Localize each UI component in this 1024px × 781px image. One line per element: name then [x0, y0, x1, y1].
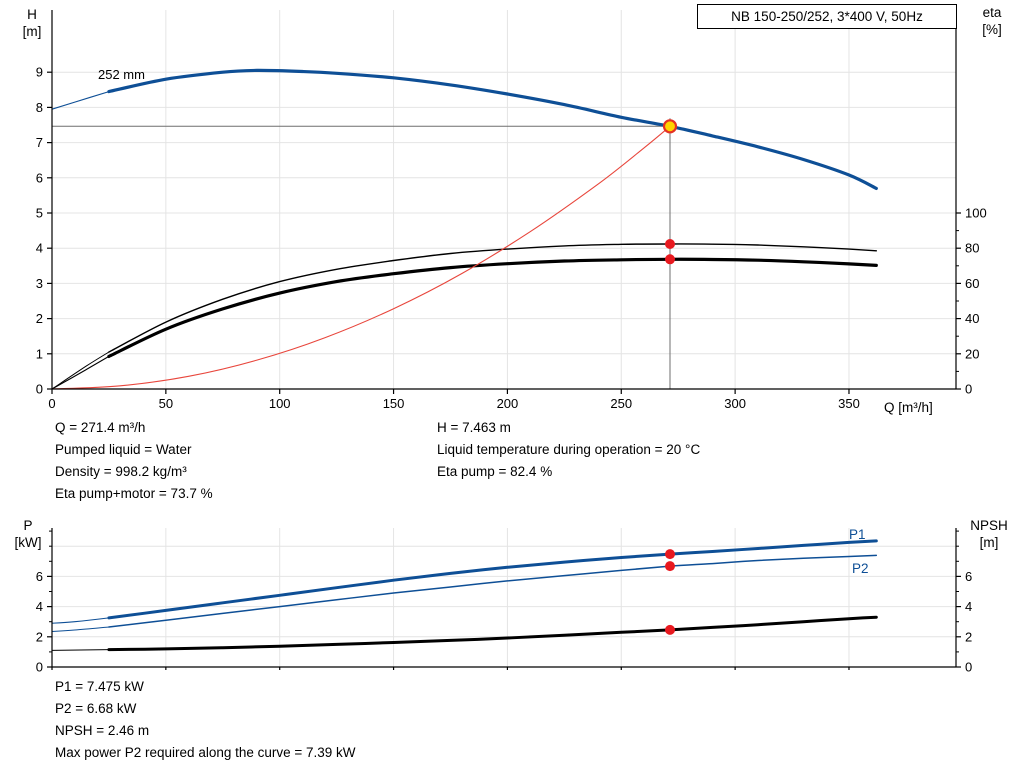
svg-text:2: 2	[36, 629, 43, 644]
duty-dot-P2	[664, 561, 675, 572]
p1-curve-label: P1	[849, 527, 866, 542]
info-head: H = 7.463 m	[437, 420, 511, 435]
svg-text:80: 80	[965, 241, 979, 256]
h-axis-label: H [m]	[22, 7, 42, 39]
svg-text:3: 3	[36, 276, 43, 291]
operating-point-marker	[662, 119, 678, 134]
svg-text:150: 150	[383, 396, 405, 411]
duty-info-left: Q = 271.4 m³/h Pumped liquid = Water Den…	[55, 417, 213, 505]
impeller-diameter-label: 252 mm	[98, 67, 145, 82]
svg-text:50: 50	[159, 396, 173, 411]
upper-chart-series-system-curve	[51, 125, 671, 390]
duty-dot-eta-pump-motor	[664, 254, 675, 265]
lower-chart-ticks: 0 2 4 6 0 2 4 6	[36, 530, 972, 675]
svg-text:20: 20	[965, 346, 979, 361]
svg-text:4: 4	[36, 599, 43, 614]
svg-text:100: 100	[965, 206, 987, 221]
lower-chart-series-P1	[51, 539, 878, 624]
svg-text:250: 250	[610, 396, 632, 411]
upper-chart-ticks: 0 1 2 3 4 5 6 7 8 9 0 20 40 60 80 100 0 50 100 150 200 250 300…	[36, 65, 987, 411]
lower-chart-axes	[51, 528, 957, 668]
info-eta-pump: Eta pump = 82.4 %	[437, 464, 553, 479]
info-p2: P2 = 6.68 kW	[55, 701, 137, 716]
svg-text:9: 9	[36, 65, 43, 80]
svg-text:8: 8	[36, 100, 43, 115]
svg-text:0: 0	[48, 396, 55, 411]
svg-text:4: 4	[965, 599, 972, 614]
svg-text:40: 40	[965, 311, 979, 326]
info-pumped-liquid: Pumped liquid = Water	[55, 442, 192, 457]
svg-text:0: 0	[36, 660, 43, 675]
upper-chart-axes	[51, 10, 957, 390]
duty-info-right: H = 7.463 m Liquid temperature during op…	[437, 417, 700, 483]
info-npsh: NPSH = 2.46 m	[55, 723, 150, 738]
lower-chart-series-P2	[51, 554, 878, 632]
info-max-p2: Max power P2 required along the curve = …	[55, 745, 356, 760]
svg-text:60: 60	[965, 276, 979, 291]
duty-dot-eta-pump	[664, 238, 675, 249]
info-p1: P1 = 7.475 kW	[55, 679, 144, 694]
power-info-block: P1 = 7.475 kW P2 = 6.68 kW NPSH = 2.46 m…	[55, 676, 356, 764]
upper-chart-grid	[52, 10, 956, 389]
svg-text:5: 5	[36, 206, 43, 221]
operating-point-guides	[52, 118, 671, 389]
svg-text:0: 0	[965, 382, 972, 397]
lower-chart: 0 2 4 6 0 2 4 6	[36, 528, 972, 675]
svg-text:350: 350	[838, 396, 860, 411]
svg-text:1: 1	[36, 346, 43, 361]
svg-text:6: 6	[36, 170, 43, 185]
upper-chart: 0 1 2 3 4 5 6 7 8 9 0 20 40 60 80 100 0 50 100 150 200 250 300…	[36, 10, 987, 411]
svg-text:2: 2	[965, 629, 972, 644]
info-eta-pump-motor: Eta pump+motor = 73.7 %	[55, 486, 213, 501]
svg-text:0: 0	[36, 382, 43, 397]
lower-chart-grid	[52, 528, 956, 667]
eta-axis-label: eta [%]	[982, 5, 1002, 37]
duty-dot-P1	[664, 549, 675, 560]
upper-chart-series-eta-pump	[51, 243, 877, 390]
svg-text:0: 0	[965, 660, 972, 675]
svg-text:200: 200	[497, 396, 519, 411]
svg-text:6: 6	[965, 569, 972, 584]
svg-text:6: 6	[36, 569, 43, 584]
lower-chart-series-NPSH	[51, 615, 878, 652]
pump-title-box: NB 150-250/252, 3*400 V, 50Hz	[697, 4, 957, 29]
info-density: Density = 998.2 kg/m³	[55, 464, 187, 479]
svg-text:4: 4	[36, 241, 43, 256]
p2-curve-label: P2	[852, 561, 869, 576]
npsh-axis-label: NPSH [m]	[970, 518, 1008, 550]
info-liquid-temperature: Liquid temperature during operation = 20…	[437, 442, 701, 457]
svg-text:100: 100	[269, 396, 291, 411]
svg-text:300: 300	[724, 396, 746, 411]
p-axis-label: P [kW]	[14, 518, 42, 550]
upper-chart-series-head-252mm	[51, 68, 878, 190]
info-flow: Q = 271.4 m³/h	[55, 420, 146, 435]
svg-text:2: 2	[36, 311, 43, 326]
duty-dot-NPSH	[664, 624, 675, 635]
upper-chart-series-eta-pump-motor	[51, 257, 878, 390]
svg-text:7: 7	[36, 135, 43, 150]
q-axis-label: Q [m³/h]	[884, 400, 933, 415]
